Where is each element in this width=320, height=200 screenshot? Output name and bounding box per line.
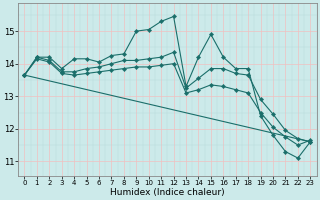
X-axis label: Humidex (Indice chaleur): Humidex (Indice chaleur) bbox=[110, 188, 225, 197]
